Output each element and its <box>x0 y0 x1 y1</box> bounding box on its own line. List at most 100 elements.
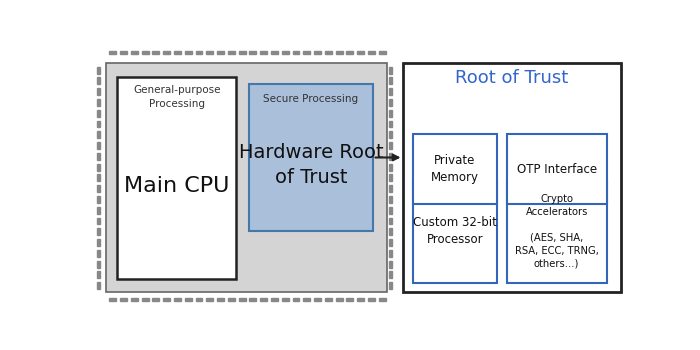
Bar <box>336 51 342 54</box>
Bar <box>260 298 267 301</box>
Bar <box>185 298 192 301</box>
Bar <box>379 51 386 54</box>
Bar <box>271 51 278 54</box>
Bar <box>97 66 100 74</box>
Bar <box>153 298 160 301</box>
Bar <box>195 51 202 54</box>
Bar <box>97 153 100 160</box>
Bar <box>389 142 392 149</box>
Bar <box>117 77 237 279</box>
Bar <box>106 63 387 292</box>
Bar <box>389 164 392 170</box>
Bar <box>389 120 392 127</box>
Bar <box>131 51 138 54</box>
Bar <box>413 180 497 283</box>
Bar <box>379 298 386 301</box>
Bar <box>357 298 364 301</box>
Bar <box>141 51 148 54</box>
Bar <box>97 228 100 235</box>
Bar <box>389 131 392 138</box>
Bar <box>389 77 392 84</box>
Bar <box>293 51 300 54</box>
Bar <box>389 196 392 203</box>
Bar <box>507 134 607 204</box>
Text: Hardware Root
of Trust: Hardware Root of Trust <box>239 143 384 187</box>
Bar <box>217 298 224 301</box>
Bar <box>141 298 148 301</box>
Bar <box>389 88 392 95</box>
Bar <box>97 196 100 203</box>
Text: Root of Trust: Root of Trust <box>456 69 568 87</box>
Bar <box>217 51 224 54</box>
Bar <box>97 185 100 192</box>
Bar <box>120 298 127 301</box>
Bar <box>357 51 364 54</box>
Bar <box>293 298 300 301</box>
Bar <box>97 282 100 289</box>
Bar <box>97 174 100 181</box>
Bar <box>174 51 181 54</box>
Text: Custom 32-bit
Processor: Custom 32-bit Processor <box>413 216 497 246</box>
Bar <box>346 51 354 54</box>
Bar <box>507 180 607 283</box>
Bar <box>368 51 375 54</box>
Bar <box>97 131 100 138</box>
Bar <box>97 142 100 149</box>
Bar <box>239 51 246 54</box>
Text: Private
Memory: Private Memory <box>431 154 479 184</box>
Bar <box>389 272 392 278</box>
Bar <box>325 51 332 54</box>
Bar <box>195 298 202 301</box>
Bar <box>97 250 100 257</box>
Bar <box>97 77 100 84</box>
Bar <box>389 261 392 268</box>
Bar <box>109 51 116 54</box>
Bar <box>249 51 256 54</box>
Bar <box>206 298 214 301</box>
Bar <box>389 153 392 160</box>
Bar <box>120 51 127 54</box>
Bar <box>97 207 100 214</box>
Bar <box>260 51 267 54</box>
Bar <box>389 66 392 74</box>
Bar <box>389 99 392 106</box>
Bar <box>389 250 392 257</box>
Bar <box>163 51 170 54</box>
Bar <box>109 298 116 301</box>
Bar <box>303 298 310 301</box>
Bar <box>413 134 497 204</box>
Bar <box>281 51 288 54</box>
Bar <box>97 218 100 224</box>
Bar <box>97 272 100 278</box>
Bar <box>314 298 321 301</box>
Bar <box>249 298 256 301</box>
Bar <box>239 298 246 301</box>
Bar <box>336 298 342 301</box>
Bar <box>185 51 192 54</box>
Bar <box>97 261 100 268</box>
Bar <box>249 84 372 231</box>
Bar <box>403 63 621 292</box>
Bar <box>303 51 310 54</box>
Bar <box>389 185 392 192</box>
Bar <box>325 298 332 301</box>
Bar <box>281 298 288 301</box>
Bar <box>97 88 100 95</box>
Bar <box>206 51 214 54</box>
Bar <box>228 51 235 54</box>
Bar <box>346 298 354 301</box>
Bar <box>163 298 170 301</box>
Bar <box>97 239 100 246</box>
Bar <box>97 110 100 117</box>
Bar <box>389 207 392 214</box>
Text: Main CPU: Main CPU <box>124 176 230 196</box>
Bar <box>368 298 375 301</box>
Text: Crypto
Accelerators

(AES, SHA,
RSA, ECC, TRNG,
others...): Crypto Accelerators (AES, SHA, RSA, ECC,… <box>514 194 598 268</box>
Bar <box>389 228 392 235</box>
Bar <box>389 110 392 117</box>
Bar <box>389 282 392 289</box>
Bar <box>174 298 181 301</box>
Bar <box>97 120 100 127</box>
Bar <box>97 99 100 106</box>
Bar <box>389 239 392 246</box>
